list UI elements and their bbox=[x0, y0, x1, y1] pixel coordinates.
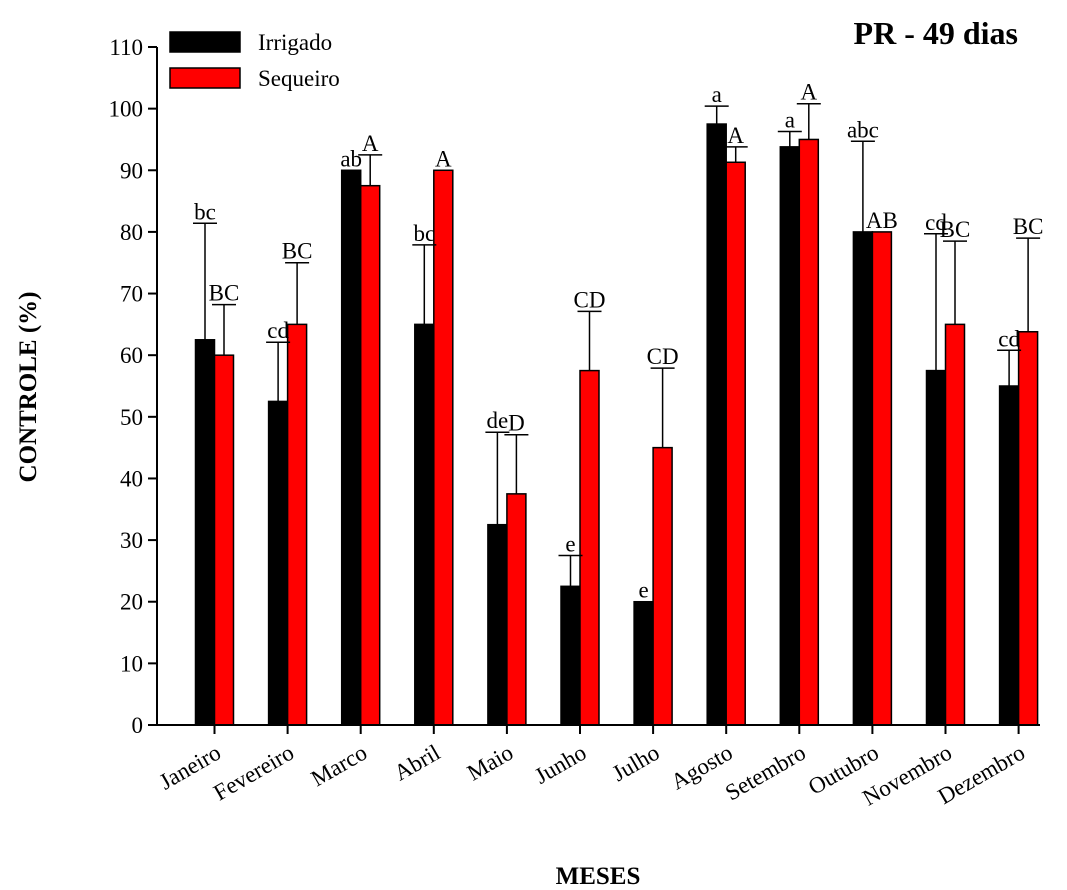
bar-sequeiro bbox=[652, 446, 673, 726]
significance-label: AB bbox=[866, 208, 898, 233]
bar-sequeiro bbox=[725, 161, 746, 726]
legend-label: Sequeiro bbox=[258, 66, 340, 91]
y-tick-label: 10 bbox=[120, 651, 143, 676]
bar-sequeiro bbox=[871, 231, 893, 726]
bar-irrigado bbox=[706, 123, 727, 726]
bar-sequeiro bbox=[506, 493, 527, 726]
bar-irrigado bbox=[194, 339, 216, 726]
significance-label: BC bbox=[940, 217, 971, 242]
x-tick-label: Abril bbox=[390, 740, 445, 786]
x-tick-label: Julho bbox=[608, 740, 664, 787]
legend-label: Irrigado bbox=[258, 30, 332, 55]
significance-label: D bbox=[508, 411, 525, 436]
bar-sequeiro bbox=[579, 369, 600, 726]
y-tick-label: 0 bbox=[132, 713, 144, 738]
bar-irrigado bbox=[925, 369, 947, 726]
significance-label: A bbox=[435, 146, 452, 171]
x-tick-label: Fevereiro bbox=[209, 740, 298, 806]
y-axis-title: CONTROLE (%) bbox=[15, 292, 42, 483]
bar-sequeiro bbox=[213, 354, 235, 726]
significance-label: A bbox=[362, 131, 379, 156]
x-tick-label: Maio bbox=[463, 740, 518, 786]
bar-irrigado bbox=[267, 400, 289, 726]
significance-label: cd bbox=[925, 210, 947, 235]
significance-label: BC bbox=[1013, 214, 1044, 239]
significance-label: CD bbox=[647, 344, 679, 369]
y-tick-label: 100 bbox=[109, 97, 144, 122]
significance-label: e bbox=[565, 532, 575, 557]
y-tick-label: 30 bbox=[120, 528, 143, 553]
bar-sequeiro bbox=[433, 169, 454, 726]
y-tick-label: 110 bbox=[109, 35, 143, 60]
x-axis-title: MESES bbox=[556, 863, 641, 890]
significance-label: A bbox=[800, 80, 817, 105]
bar-irrigado bbox=[560, 585, 581, 726]
error-bars-layer bbox=[193, 102, 1041, 587]
bar-sequeiro bbox=[1017, 331, 1039, 726]
significance-label: cd bbox=[267, 318, 289, 343]
x-tick-label: Marco bbox=[307, 740, 371, 792]
bar-irrigado bbox=[414, 323, 435, 726]
bar-irrigado bbox=[487, 523, 508, 726]
y-tick-label: 40 bbox=[120, 466, 143, 491]
significance-label: bc bbox=[194, 199, 216, 224]
significance-label: e bbox=[638, 578, 648, 603]
x-tick-label: Junho bbox=[530, 740, 590, 789]
legend-swatch bbox=[169, 67, 241, 89]
significance-label: abc bbox=[847, 117, 879, 142]
significance-label: ab bbox=[340, 146, 362, 171]
bar-sequeiro bbox=[798, 138, 820, 726]
y-tick-label: 80 bbox=[120, 220, 143, 245]
bar-sequeiro bbox=[359, 184, 381, 726]
significance-label: CD bbox=[574, 287, 606, 312]
bar-irrigado bbox=[779, 146, 801, 726]
significance-label: A bbox=[727, 123, 744, 148]
bar-irrigado bbox=[998, 385, 1020, 726]
y-tick-label: 90 bbox=[120, 158, 143, 183]
bars-layer bbox=[194, 123, 1039, 726]
y-tick-label: 70 bbox=[120, 282, 143, 307]
chart-title: PR - 49 dias bbox=[854, 15, 1018, 51]
legend-swatch bbox=[169, 31, 241, 53]
bar-irrigado bbox=[852, 231, 874, 726]
legend: Irrigado Sequeiro bbox=[169, 30, 340, 91]
bar-irrigado bbox=[633, 600, 654, 726]
bar-sequeiro bbox=[286, 323, 308, 726]
significance-label: cd bbox=[998, 326, 1020, 351]
significance-label: a bbox=[712, 82, 722, 107]
y-tick-label: 50 bbox=[120, 405, 143, 430]
significance-label: BC bbox=[282, 239, 313, 264]
significance-label: bc bbox=[413, 221, 435, 246]
significance-label: de bbox=[487, 408, 509, 433]
significance-label: BC bbox=[209, 281, 240, 306]
x-tick-label: Setembro bbox=[721, 740, 810, 806]
significance-label: a bbox=[785, 107, 795, 132]
y-tick-label: 60 bbox=[120, 343, 143, 368]
bar-irrigado bbox=[340, 169, 362, 726]
y-tick-label: 20 bbox=[120, 590, 143, 615]
bar-sequeiro bbox=[944, 323, 966, 726]
